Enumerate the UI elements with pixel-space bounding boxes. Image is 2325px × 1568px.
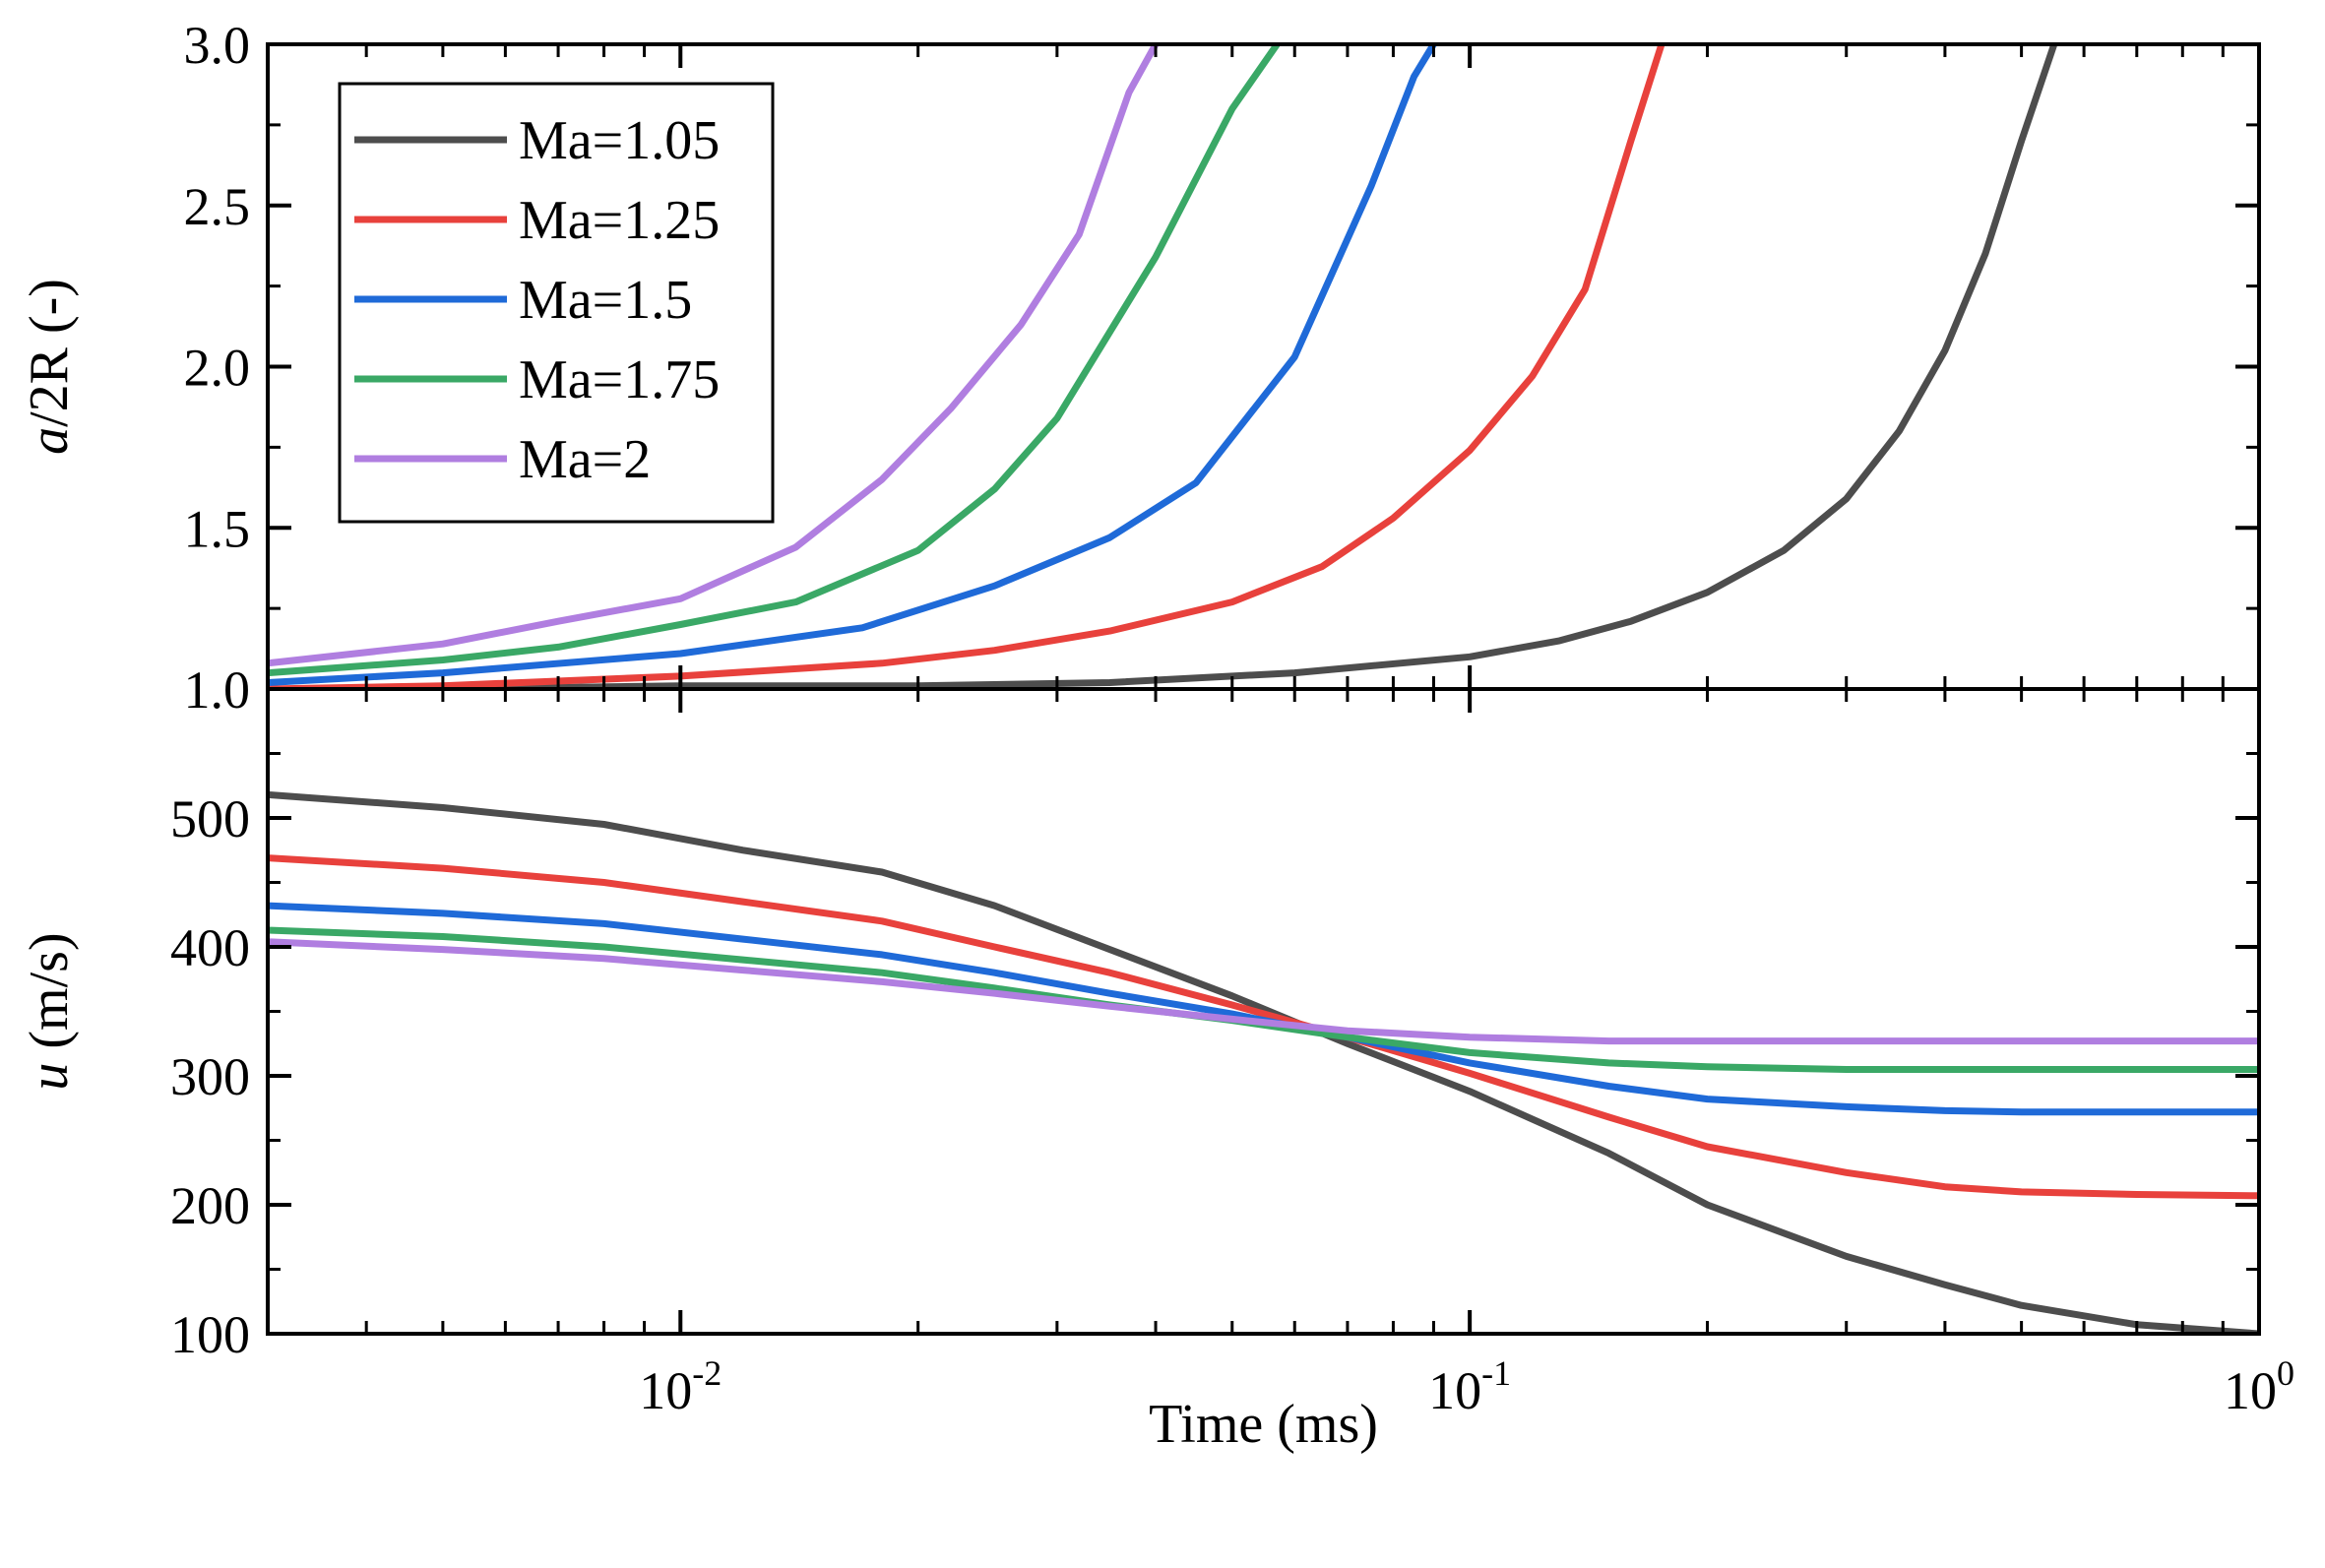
y-tick-label: 500 [170, 789, 250, 848]
legend-label: Ma=1.75 [519, 349, 720, 410]
y-tick-label: 1.0 [184, 660, 251, 720]
series-line-bottom-0 [268, 790, 2259, 1334]
axes-layer [266, 42, 2261, 1336]
y-tick-label: 3.0 [184, 16, 251, 75]
legend: Ma=1.05 Ma=1.25 Ma=1.5 Ma=1.75 Ma=2 [338, 82, 775, 524]
series-line-top-1 [268, 44, 1665, 689]
series-group-top [268, 44, 2058, 689]
y-axis-title-bottom: u (m/s) [19, 932, 80, 1090]
legend-label: Ma=1.25 [519, 190, 720, 251]
series-line-top-0 [268, 44, 2058, 689]
series-line-top-2 [268, 44, 1437, 686]
y-tick-label: 1.5 [184, 499, 251, 558]
x-tick-exponent: -1 [1481, 1353, 1511, 1393]
series-line-bottom-4 [268, 938, 2259, 1045]
y-axis-title-text: /2R (-) [19, 279, 80, 427]
series-line-top-4 [268, 44, 1160, 667]
y-tick-label: 100 [170, 1305, 250, 1364]
x-tick-exponent: 0 [2277, 1353, 2294, 1393]
x-tick-exponent: -2 [692, 1353, 722, 1393]
x-tick-base: 10 [639, 1361, 692, 1420]
y-axis-title-text: (m/s) [19, 932, 80, 1062]
x-tick-base: 10 [2224, 1361, 2277, 1420]
y-axis-title-top: a/2R (-) [19, 279, 80, 455]
x-tick-label: 100 [2224, 1353, 2294, 1420]
legend-label: Ma=1.05 [519, 110, 720, 171]
y-axis-title-variable: a [19, 427, 80, 455]
y-tick-label: 200 [170, 1176, 250, 1235]
y-axis-title-variable: u [19, 1063, 80, 1091]
x-tick-label: 10-1 [1428, 1353, 1511, 1420]
y-tick-label: 300 [170, 1047, 250, 1106]
y-tick-label: 2.0 [184, 339, 251, 398]
series-line-top-3 [268, 44, 1281, 677]
y-tick-label: 400 [170, 918, 250, 977]
y-tick-label: 2.5 [184, 177, 251, 236]
labels-layer: 1.01.52.02.53.0a/2R (-)100200300400500u … [19, 16, 2294, 1455]
x-tick-base: 10 [1428, 1361, 1481, 1420]
legend-label: Ma=2 [519, 429, 651, 490]
series-line-bottom-3 [268, 926, 2259, 1073]
legend-label: Ma=1.5 [519, 270, 692, 331]
series-group-bottom [268, 790, 2259, 1334]
series-layer [268, 44, 2259, 1334]
x-tick-label: 10-2 [639, 1353, 722, 1420]
x-axis-title: Time (ms) [1149, 1394, 1378, 1455]
